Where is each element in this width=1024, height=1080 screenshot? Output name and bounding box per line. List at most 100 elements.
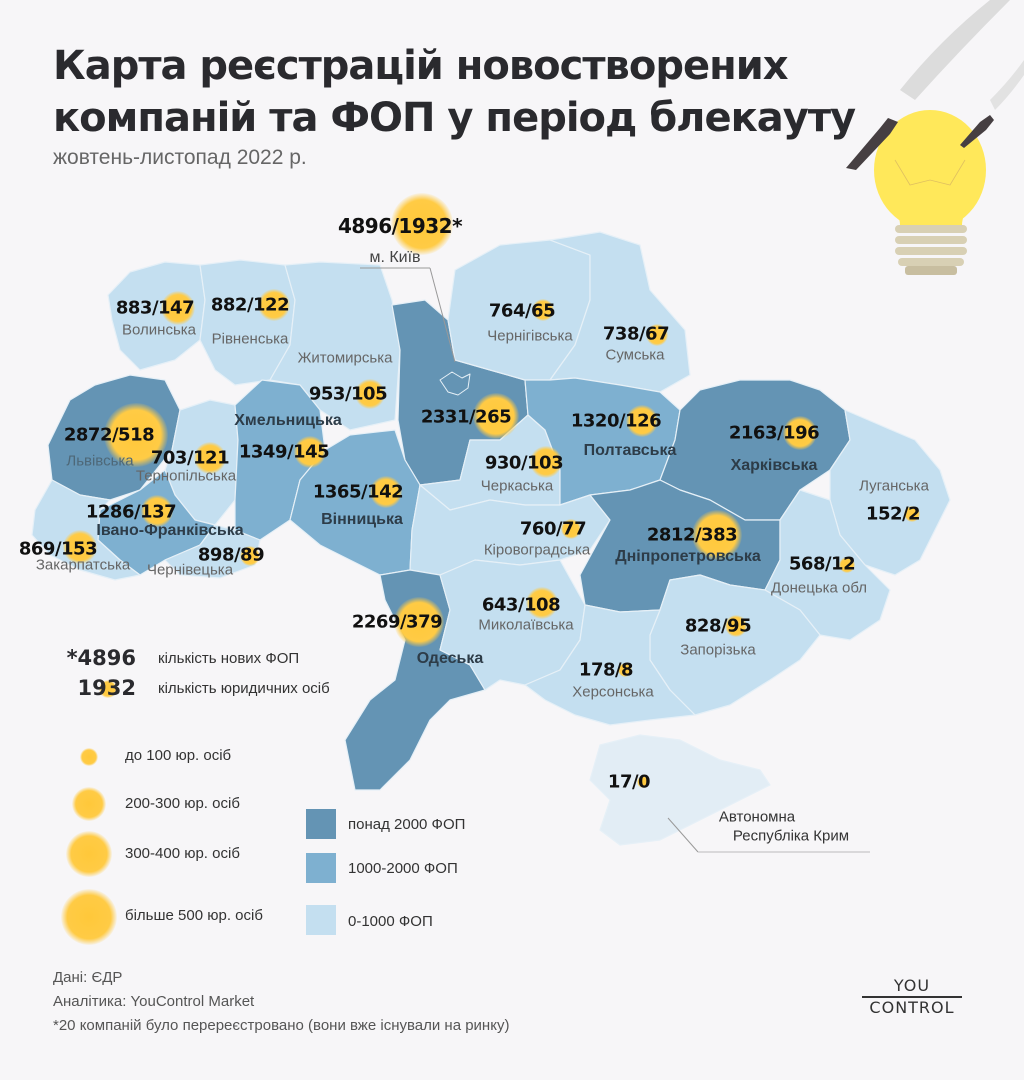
bubble-zhytomyrska [355,379,385,409]
value-zaporizka: 828/95 [684,615,752,637]
value-mykolaivska: 643/108 [481,594,561,616]
legend-example-bubble [99,680,117,698]
value-dnipropetrovska: 2812/383 [646,524,738,546]
footer-source: Дані: ЄДР [53,969,123,986]
value-ivano-frankivska: 1286/137 [85,501,177,523]
legend-bubble-xlarge-label: більше 500 юр. осіб [125,907,263,924]
footer-note: *20 компаній було перереєстровано (вони … [53,1017,510,1034]
value-poltavska: 1320/126 [570,410,662,432]
bubble-dnipropetrovska [692,510,742,560]
name-mykolaivska: Миколаївська [478,616,574,634]
logo-line-2: CONTROL [869,998,955,1017]
name-odeska: Одеська [416,650,484,667]
title-line-2: компаній та ФОП у період блекауту [53,95,856,141]
region-luhanska [829,409,951,576]
value-odeska: 2269/379 [351,611,443,633]
bubble-chernihivska [532,299,554,321]
value-kirovohradska: 760/77 [519,518,587,540]
value-donetska: 568/12 [788,553,856,575]
region-chernivetska [164,524,261,579]
bubble-luhanska [904,506,920,522]
name-chernivetska: Чернівецька [146,561,234,579]
name-kharkivska: Харківська [730,457,818,474]
lightbulb-illustration [846,0,1024,275]
value-lvivska: 2872/518 [63,424,155,446]
name-zaporizka: Запорізька [680,641,756,659]
bubble-kyiv-city [391,193,453,255]
kyiv-leader-line-2 [429,267,456,363]
region-crimea [589,734,771,846]
bubble-kyivska [473,393,519,439]
value-kharkivska: 2163/196 [728,422,820,444]
legend-bubble-medium [72,787,106,821]
legend-tier-0-1000-label: 0-1000 ФОП [348,913,433,930]
name-crimea-line2: Республіка Крим [732,827,850,845]
value-vinnytska: 1365/142 [312,481,404,503]
smoke-trail-2-icon [990,60,1024,110]
bubble-chernivetska [240,546,260,566]
bubble-vinnytska [370,476,402,508]
value-zakarpatska: 869/153 [18,538,98,560]
value-sumska: 738/67 [602,323,670,345]
bubble-ternopilska [194,442,226,474]
bubble-kirovohradska [561,519,581,539]
name-ivano-frankivska: Івано-Франківська [96,522,244,539]
value-zhytomyrska: 953/105 [308,383,388,405]
name-crimea-line1: Автономна [718,808,796,826]
page-title: Карта реєстрацій новостворених компаній … [53,40,856,144]
name-kirovohradska: Кіровоградська [483,541,591,559]
value-chernihivska: 764/65 [488,300,556,322]
bubble-kharkivska [783,416,817,450]
value-kyivska: 2331/265 [420,406,512,428]
name-volynska: Волинська [122,321,196,339]
legend-swatch-0-1000 [306,905,336,935]
legend-bubble-large-label: 300-400 юр. осіб [125,845,240,862]
value-rivnenska: 882/122 [210,294,290,316]
name-khersonska: Херсонська [572,683,654,701]
bubble-donetska [839,557,855,573]
legend-bubble-small-label: до 100 юр. осіб [125,747,232,764]
crimea-leader-line [667,817,699,853]
missile-icon [846,118,898,170]
subtitle: жовтень-листопад 2022 р. [53,146,307,169]
name-zhytomyrska: Житомирська [297,349,393,367]
kyiv-city-outline [439,371,471,396]
region-khersonska [524,604,696,726]
bubble-rivnenska [258,289,290,321]
bubble-lvivska [104,403,168,467]
bubble-khersonska [618,663,632,677]
youcontrol-logo: YOU CONTROL [862,977,962,1017]
bubble-mykolaivska [526,587,558,619]
name-luhanska: Луганська [859,477,929,495]
value-khersonska: 178/8 [578,659,634,681]
value-crimea: 17/0 [607,771,651,793]
name-ternopilska: Тернопільська [135,467,237,485]
bubble-khmelnytska [294,436,326,468]
value-khmelnytska: 1349/145 [238,441,330,463]
bubble-cherkaska [530,446,562,478]
bubble-crimea [637,776,649,788]
name-sumska: Сумська [605,346,665,364]
value-luhanska: 152/2 [865,503,921,525]
logo-line-1: YOU [893,976,931,995]
title-line-1: Карта реєстрацій новостворених [53,43,789,89]
legend-swatch-over-2000 [306,809,336,839]
legend-swatch-1000-2000 [306,853,336,883]
legend-tier-over-2000-label: понад 2000 ФОП [348,816,466,833]
footer-analytics: Аналітика: YouControl Market [53,993,255,1010]
bubble-sumska [646,324,668,346]
legend-bubble-large [66,831,112,877]
bubble-zaporizka [725,615,747,637]
value-kyiv-city: 4896/1932* [337,214,463,238]
legend-bubble-medium-label: 200-300 юр. осіб [125,795,240,812]
name-zakarpatska: Закарпатська [35,556,131,574]
name-dnipropetrovska: Дніпропетровська [615,548,761,565]
bubble-poltavska [626,405,658,437]
name-cherkaska: Черкаська [480,477,554,495]
value-volynska: 883/147 [115,297,195,319]
bubble-zakarpatska [63,530,97,564]
name-kyiv-city: м. Київ [369,249,421,266]
name-donetska: Донецька обл [770,579,868,597]
name-vinnytska: Вінницька [321,511,403,528]
logo-divider [862,996,962,998]
